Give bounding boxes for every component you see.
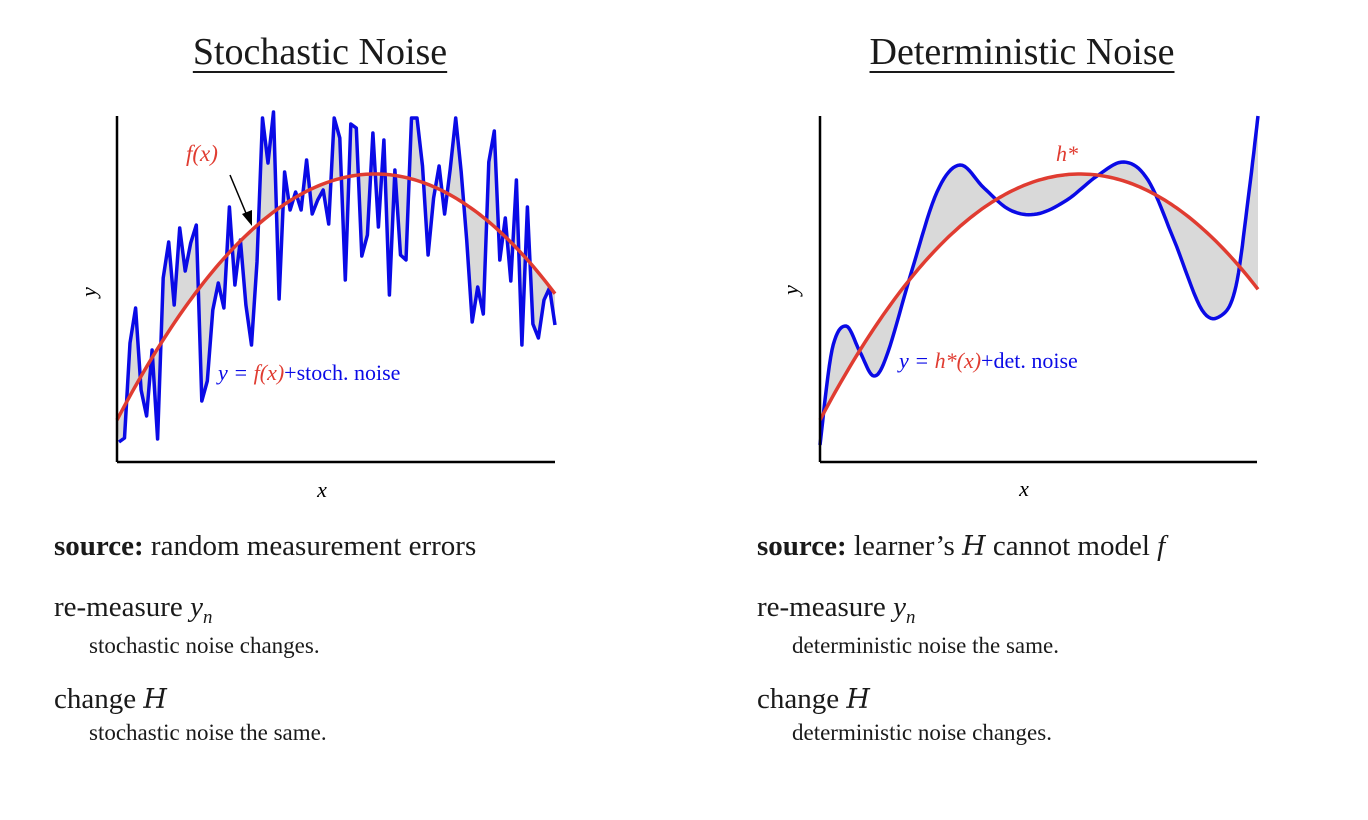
remeasure-label: re-measure [54, 591, 191, 623]
best-hypothesis-label: h* [1056, 141, 1078, 166]
change-h-detail: stochastic noise the same. [89, 719, 327, 745]
x-axis-label: x [316, 477, 327, 502]
change-h-detail: deterministic noise changes. [792, 719, 1052, 745]
remeasure-variable: y [190, 591, 203, 623]
target-variable: f [1157, 530, 1166, 562]
x-axis-label: x [1018, 476, 1029, 501]
equation-function: h*(x) [935, 348, 981, 373]
stochastic-noise-plot: x y f(x) y = f(x)+stoch. noise [76, 110, 557, 502]
hypothesis-set-symbol: H [143, 683, 167, 715]
change-label: change [54, 682, 144, 715]
equation-label: y = h*(x)+det. noise [897, 348, 1078, 373]
right-panel-title: Deterministic Noise [869, 31, 1175, 73]
deterministic-noise-plot: x y h* y = h*(x)+det. noise [778, 115, 1260, 501]
remeasure-row: re-measure yn [54, 591, 476, 629]
source-label: source: [54, 530, 144, 562]
y-axis-label: y [778, 285, 803, 297]
remeasure-subscript: n [905, 606, 916, 628]
source-text-mid: cannot model [985, 530, 1158, 562]
remeasure-label: re-measure [757, 591, 894, 623]
change-h-row: change H [54, 683, 476, 716]
stochastic-notes: source: random measurement errors re-mea… [54, 530, 476, 770]
source-text-pre: learner’s [853, 530, 963, 562]
change-label: change [757, 682, 847, 715]
deterministic-notes: source: learner’s H cannot model f re-me… [757, 530, 1165, 770]
equation-lhs: y = [897, 348, 935, 373]
deterministic-noise-shading [820, 116, 1258, 445]
pointer-arrow-line [229, 174, 249, 219]
remeasure-detail: stochastic noise changes. [89, 632, 320, 658]
stochastic-source: source: random measurement errors [54, 530, 476, 563]
best-hypothesis-curve [818, 172, 1260, 421]
source-text: random measurement errors [150, 530, 477, 562]
deterministic-source: source: learner’s H cannot model f [757, 530, 1165, 563]
equation-lhs: y = [216, 360, 254, 385]
remeasure-row: re-measure yn [757, 591, 1165, 629]
hypothesis-set-symbol: H [962, 531, 986, 562]
remeasure-variable: y [893, 591, 906, 623]
hypothesis-set-symbol: H [846, 683, 870, 715]
left-panel-title: Stochastic Noise [192, 31, 448, 73]
target-function-curve [115, 172, 557, 421]
complex-target-curve [818, 115, 1260, 446]
remeasure-subscript: n [202, 606, 213, 628]
remeasure-detail: deterministic noise the same. [792, 632, 1059, 658]
noisy-data-curve [117, 110, 557, 444]
change-h-row: change H [757, 683, 1165, 716]
target-curve-label: f(x) [186, 141, 218, 166]
equation-function: f(x) [254, 360, 285, 385]
pointer-arrowhead [242, 210, 252, 226]
source-label: source: [757, 530, 847, 562]
equation-rest: +det. noise [981, 348, 1078, 373]
equation-rest: +stoch. noise [284, 360, 400, 385]
y-axis-label: y [76, 287, 101, 299]
equation-label: y = f(x)+stoch. noise [216, 360, 400, 385]
